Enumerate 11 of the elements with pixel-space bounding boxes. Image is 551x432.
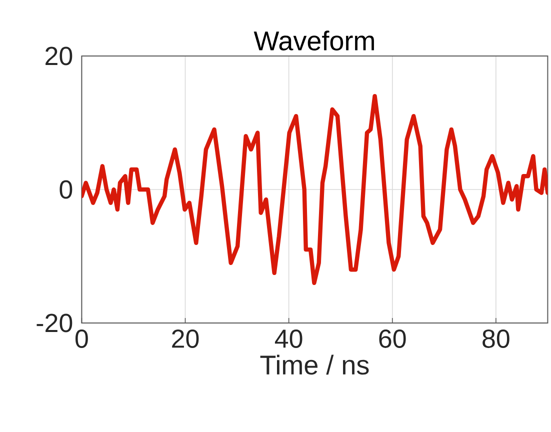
y-tick-label: 20 — [46, 46, 72, 66]
x-tick-label: 0 — [75, 330, 88, 348]
x-axis-title: Time / ns — [260, 354, 369, 375]
line-series — [82, 94, 548, 286]
x-tick-label: 40 — [274, 330, 302, 348]
y-tick-label: 0 — [60, 180, 72, 199]
x-tick-label: 60 — [379, 330, 406, 348]
y-tick-label: -20 — [36, 314, 72, 332]
x-tick-label: 80 — [482, 330, 510, 348]
chart-title: Waveform — [254, 30, 374, 50]
x-tick-label: 20 — [172, 330, 199, 348]
